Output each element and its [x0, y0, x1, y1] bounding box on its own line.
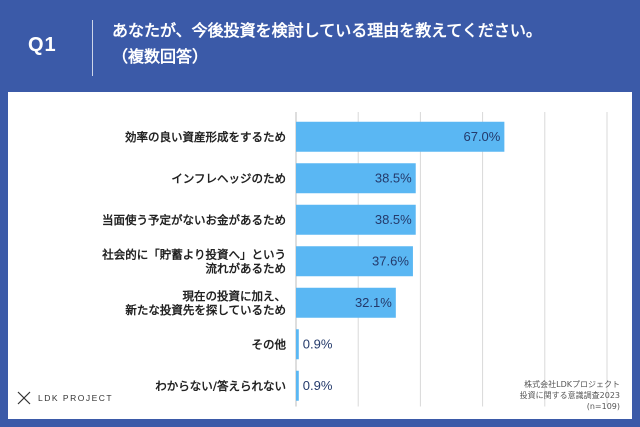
category-label-line: インフレヘッジのため — [171, 171, 286, 185]
logo-text: LDK PROJECT — [38, 393, 114, 403]
bar — [296, 204, 416, 235]
category-label-line: 流れがあるため — [206, 261, 287, 275]
category-label-line: 社会的に「貯蓄より投資へ」という — [101, 247, 286, 261]
data-label: 0.9% — [303, 378, 333, 393]
category-label: その他 — [252, 337, 287, 351]
category-label: 社会的に「貯蓄より投資へ」という流れがあるため — [101, 247, 286, 275]
category-label: インフレヘッジのため — [171, 171, 286, 185]
question-title-line-1: あなたが、今後投資を検討している理由を教えてください。 — [112, 21, 542, 40]
category-label-line: 効率の良い資産形成をするため — [125, 130, 286, 144]
category-label-line: 当面使う予定がないお金があるため — [102, 213, 286, 227]
header-divider — [92, 20, 93, 76]
data-label: 37.6% — [372, 254, 409, 269]
category-label-line: わからない/答えられない — [155, 379, 286, 393]
source-note: 株式会社LDKプロジェクト 投資に関する意識調査2023 (n=109) — [520, 379, 620, 412]
header: Q1 あなたが、今後投資を検討している理由を教えてください。 （複数回答） — [0, 0, 640, 92]
category-label-line: 新たな投資先を探しているため — [125, 303, 286, 317]
bar — [296, 246, 413, 277]
data-label: 0.9% — [303, 337, 333, 352]
chart-card: 67.0% 効率の良い資産形成をするため 38.5% インフレヘッジのため 38.5% 当… — [8, 92, 632, 419]
question-number: Q1 — [28, 34, 57, 56]
source-sample-size: (n=109) — [586, 402, 620, 411]
bar — [296, 287, 396, 318]
ldk-logo: LDK PROJECT — [16, 390, 113, 406]
bar — [296, 163, 416, 194]
category-label: 当面使う予定がないお金があるため — [102, 213, 286, 227]
category-label: 効率の良い資産形成をするため — [125, 130, 286, 144]
data-label: 38.5% — [375, 171, 412, 186]
source-company: 株式会社LDKプロジェクト — [524, 380, 620, 389]
data-label: 67.0% — [463, 129, 500, 144]
bar — [296, 370, 299, 401]
category-label: わからない/答えられない — [155, 379, 286, 393]
question-title-line-2: （複数回答） — [112, 47, 209, 66]
ldk-logo-icon — [17, 391, 31, 405]
category-label: 現在の投資に加え、新たな投資先を探しているため — [125, 289, 286, 317]
category-label-line: 現在の投資に加え、 — [183, 289, 287, 303]
bar-chart: 67.0% 効率の良い資産形成をするため 38.5% インフレヘッジのため 38.5% 当… — [101, 112, 608, 407]
data-label: 38.5% — [375, 212, 412, 227]
source-survey: 投資に関する意識調査2023 — [519, 391, 620, 400]
question-title: あなたが、今後投資を検討している理由を教えてください。 （複数回答） — [112, 18, 632, 70]
category-label-line: その他 — [252, 337, 287, 351]
data-label: 32.1% — [355, 295, 392, 310]
bar — [296, 329, 299, 360]
bar — [296, 121, 505, 152]
